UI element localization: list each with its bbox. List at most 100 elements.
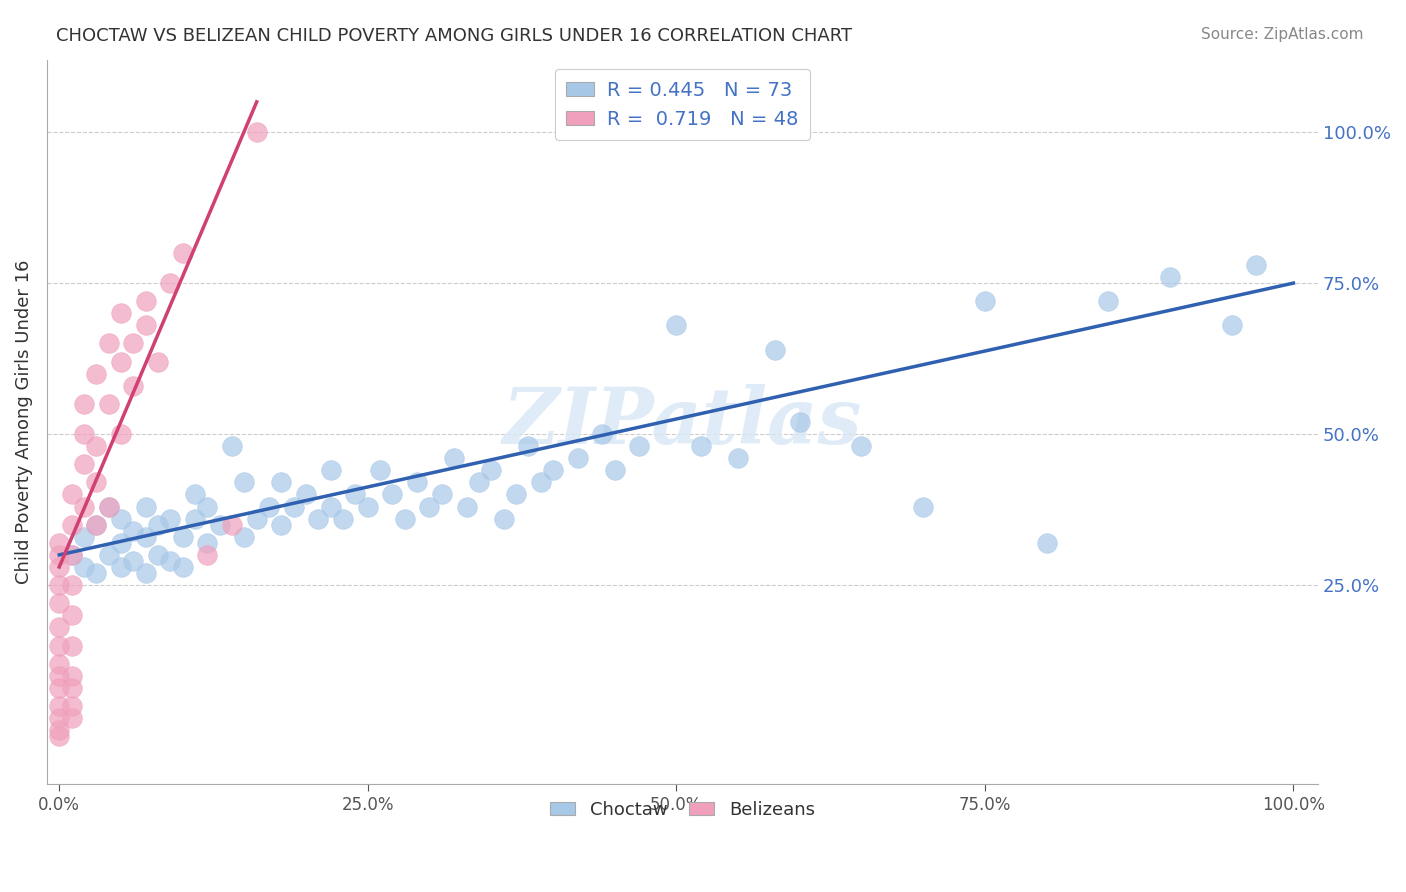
- Point: [48, 698, 70, 713]
- Point: [159, 511, 181, 525]
- Point: [208, 517, 231, 532]
- Point: [60, 487, 83, 501]
- Text: ZIPatlas: ZIPatlas: [503, 384, 862, 460]
- Point: [122, 378, 145, 392]
- Point: [73, 458, 96, 472]
- Point: [60, 681, 83, 695]
- Point: [60, 517, 83, 532]
- Point: [146, 517, 169, 532]
- Point: [73, 530, 96, 544]
- Point: [110, 354, 132, 368]
- Point: [184, 487, 207, 501]
- Point: [84, 517, 107, 532]
- Point: [479, 463, 502, 477]
- Point: [430, 487, 453, 501]
- Point: [973, 294, 995, 309]
- Point: [48, 578, 70, 592]
- Point: [135, 530, 157, 544]
- Point: [1159, 270, 1181, 285]
- Point: [789, 415, 811, 429]
- Point: [517, 439, 540, 453]
- Point: [84, 517, 107, 532]
- Point: [73, 427, 96, 442]
- Point: [84, 566, 107, 580]
- Point: [418, 500, 440, 514]
- Point: [97, 500, 120, 514]
- Point: [97, 336, 120, 351]
- Point: [184, 511, 207, 525]
- Point: [110, 306, 132, 320]
- Point: [146, 354, 169, 368]
- Point: [159, 554, 181, 568]
- Point: [60, 711, 83, 725]
- Point: [60, 548, 83, 562]
- Point: [295, 487, 318, 501]
- Point: [270, 475, 292, 490]
- Point: [221, 517, 243, 532]
- Point: [73, 500, 96, 514]
- Point: [357, 500, 380, 514]
- Point: [591, 427, 613, 442]
- Point: [48, 669, 70, 683]
- Point: [233, 530, 256, 544]
- Point: [319, 500, 342, 514]
- Point: [1220, 318, 1243, 333]
- Point: [381, 487, 404, 501]
- Point: [48, 729, 70, 743]
- Point: [665, 318, 688, 333]
- Point: [122, 336, 145, 351]
- Point: [84, 475, 107, 490]
- Point: [60, 578, 83, 592]
- Point: [135, 566, 157, 580]
- Point: [307, 511, 329, 525]
- Point: [146, 548, 169, 562]
- Point: [1035, 536, 1057, 550]
- Point: [851, 439, 873, 453]
- Point: [97, 500, 120, 514]
- Point: [48, 639, 70, 653]
- Point: [603, 463, 626, 477]
- Point: [159, 276, 181, 290]
- Point: [110, 511, 132, 525]
- Point: [73, 560, 96, 574]
- Point: [48, 681, 70, 695]
- Point: [763, 343, 786, 357]
- Point: [344, 487, 367, 501]
- Point: [97, 548, 120, 562]
- Point: [567, 451, 589, 466]
- Point: [48, 620, 70, 634]
- Point: [505, 487, 527, 501]
- Point: [492, 511, 515, 525]
- Point: [468, 475, 491, 490]
- Point: [368, 463, 391, 477]
- Point: [195, 500, 218, 514]
- Point: [283, 500, 305, 514]
- Point: [406, 475, 429, 490]
- Point: [912, 500, 935, 514]
- Point: [60, 608, 83, 623]
- Point: [110, 536, 132, 550]
- Point: [246, 511, 269, 525]
- Point: [122, 524, 145, 538]
- Point: [135, 500, 157, 514]
- Point: [73, 397, 96, 411]
- Point: [60, 548, 83, 562]
- Point: [60, 639, 83, 653]
- Point: [60, 698, 83, 713]
- Legend: Choctaw, Belizeans: Choctaw, Belizeans: [543, 794, 823, 826]
- Point: [195, 548, 218, 562]
- Y-axis label: Child Poverty Among Girls Under 16: Child Poverty Among Girls Under 16: [15, 260, 32, 584]
- Point: [48, 548, 70, 562]
- Point: [110, 560, 132, 574]
- Point: [172, 246, 194, 260]
- Point: [48, 711, 70, 725]
- Point: [97, 397, 120, 411]
- Point: [84, 367, 107, 381]
- Point: [48, 536, 70, 550]
- Point: [135, 294, 157, 309]
- Point: [60, 669, 83, 683]
- Point: [270, 517, 292, 532]
- Point: [172, 530, 194, 544]
- Point: [195, 536, 218, 550]
- Point: [628, 439, 651, 453]
